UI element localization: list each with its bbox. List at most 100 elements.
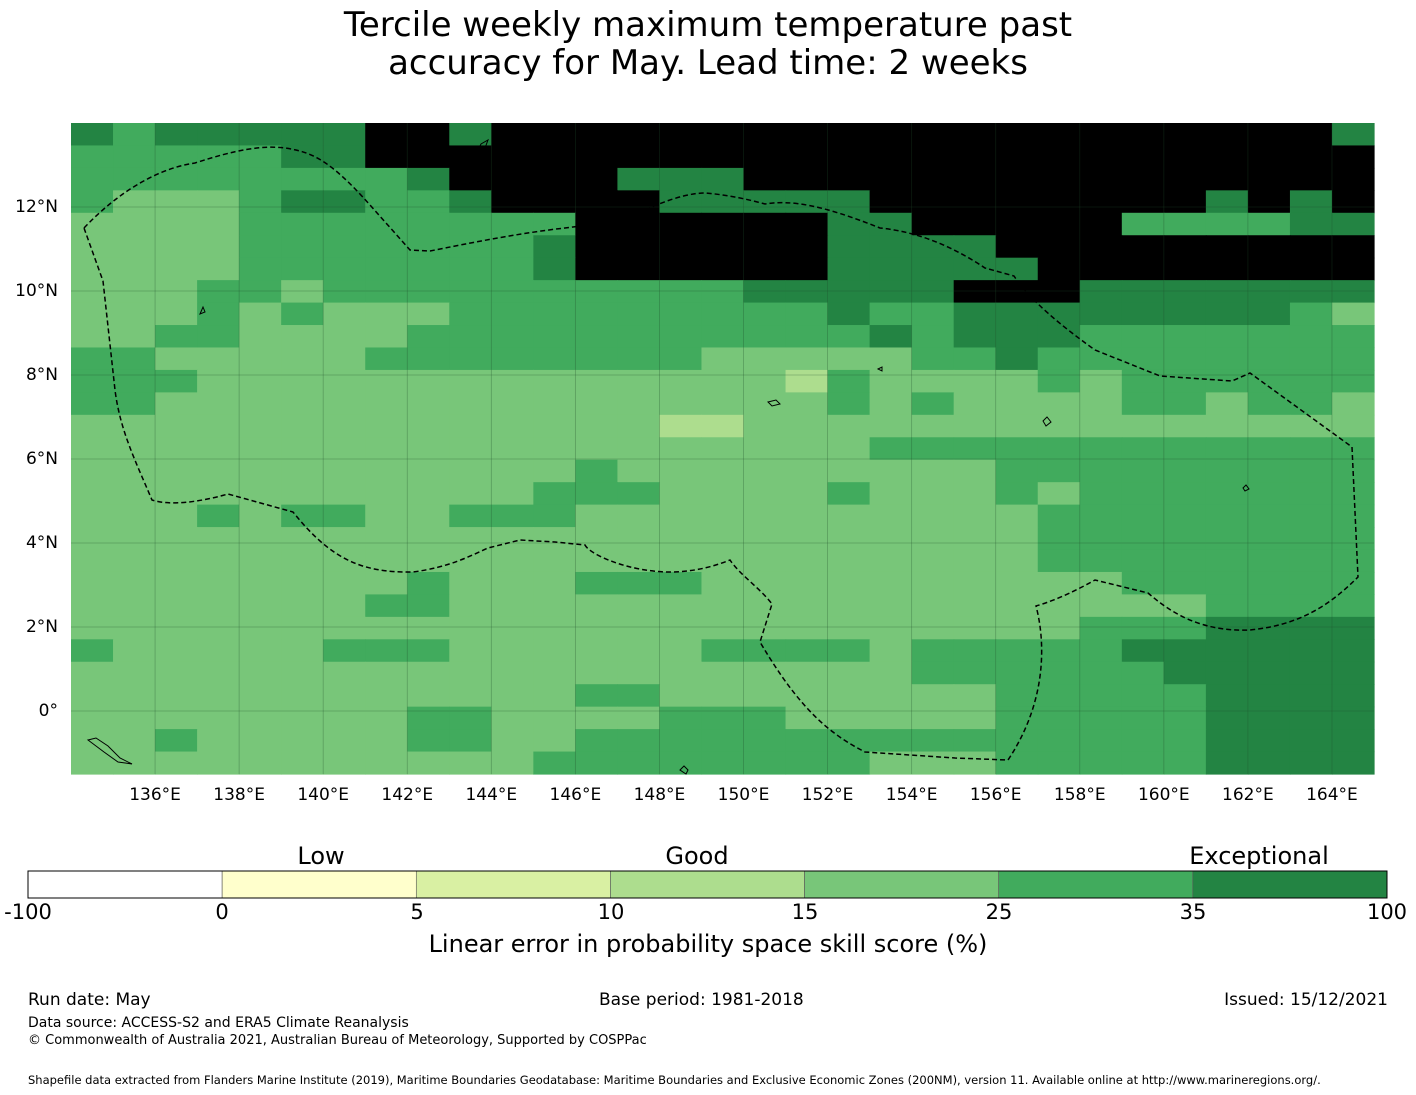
skill-cell [869, 729, 913, 753]
longitude-label: 140°E [297, 785, 350, 805]
skill-cell [659, 527, 703, 551]
skill-cell [1247, 369, 1291, 393]
skill-cell [701, 325, 745, 349]
skill-cell [1331, 729, 1375, 753]
skill-cell [1037, 325, 1081, 349]
skill-cell [659, 392, 703, 416]
skill-cell [911, 235, 955, 259]
skill-cell [1205, 212, 1249, 236]
skill-cell [365, 706, 408, 730]
skill-cell [827, 751, 871, 775]
skill-cell [785, 549, 829, 573]
skill-cell [323, 751, 366, 775]
skill-cell [743, 369, 787, 393]
skill-cell [659, 123, 703, 147]
colorbar-segment [415, 870, 611, 899]
skill-cell [869, 751, 913, 775]
skill-cell [197, 661, 240, 685]
skill-cell [71, 347, 114, 371]
skill-cell [617, 706, 661, 730]
longitude-label: 144°E [465, 785, 518, 805]
skill-cell [449, 504, 492, 528]
skill-cell [281, 167, 324, 191]
skill-cell [827, 212, 871, 236]
skill-cell [1037, 729, 1081, 753]
colorbar-tick: 15 [791, 900, 819, 924]
skill-cell [869, 123, 913, 147]
skill-cell [575, 706, 619, 730]
skill-cell [1205, 571, 1249, 596]
skill-cell [575, 347, 619, 371]
colorbar-segment [804, 870, 1000, 899]
skill-cell [1037, 190, 1081, 214]
skill-cell [869, 280, 913, 304]
skill-cell [365, 571, 408, 596]
skill-cell [575, 280, 619, 304]
skill-cell [1289, 459, 1333, 483]
skill-cell [71, 594, 114, 618]
skill-cell [953, 392, 997, 416]
skill-cell [113, 571, 156, 596]
skill-cell [449, 302, 492, 326]
skill-cell [155, 661, 198, 685]
skill-cell [449, 167, 492, 191]
skill-cell [1079, 639, 1123, 663]
skill-cell [1205, 706, 1249, 730]
skill-cell [323, 212, 366, 236]
skill-cell [659, 729, 703, 753]
skill-cell [659, 280, 703, 304]
skill-cell [1079, 414, 1123, 438]
skill-cell [869, 325, 913, 349]
skill-cell [1121, 369, 1165, 393]
skill-cell [155, 527, 198, 551]
skill-cell [1121, 280, 1165, 304]
skill-cell [911, 167, 955, 191]
skill-cell [449, 414, 492, 438]
skill-cell [155, 347, 198, 371]
skill-cell [1163, 639, 1207, 663]
skill-cell [239, 616, 282, 640]
skill-cell [701, 235, 745, 259]
skill-cell [113, 706, 156, 730]
skill-cell [533, 661, 576, 685]
skill-cell [869, 504, 913, 528]
skill-cell [155, 392, 198, 416]
skill-cell [407, 639, 450, 663]
skill-cell [449, 145, 492, 169]
skill-cell [533, 527, 576, 551]
skill-cell [869, 347, 913, 371]
skill-cell [407, 706, 450, 730]
eez-boundary [83, 146, 1359, 761]
skill-cell [407, 414, 450, 438]
skill-cell [617, 302, 661, 326]
skill-cell [659, 437, 703, 461]
skill-cell [1247, 414, 1291, 438]
skill-cell [281, 459, 324, 483]
skill-cell [449, 459, 492, 483]
skill-cell [743, 325, 787, 349]
skill-cell [71, 392, 114, 416]
skill-cell [407, 347, 450, 371]
skill-cell [449, 123, 492, 147]
skill-cell [995, 706, 1039, 730]
skill-cell [323, 527, 366, 551]
skill-cell [1247, 527, 1291, 551]
skill-cell [743, 123, 787, 147]
skill-cell [617, 325, 661, 349]
skill-cell [449, 661, 492, 685]
skill-cell [1289, 257, 1333, 281]
skill-cell [113, 392, 156, 416]
skill-cell [533, 369, 576, 393]
colorbar-tick: 10 [597, 900, 625, 924]
skill-cell [113, 684, 156, 708]
skill-cell [1331, 414, 1375, 438]
skill-cell [1037, 145, 1081, 169]
latitude-label: 4°N [25, 533, 58, 553]
skill-cell [1289, 706, 1333, 730]
skill-cell [743, 729, 787, 753]
skill-cell [1247, 280, 1291, 304]
skill-cell [1079, 167, 1123, 191]
skill-cell [1289, 527, 1333, 551]
skill-cell [113, 325, 156, 349]
longitude-label: 156°E [969, 785, 1022, 805]
